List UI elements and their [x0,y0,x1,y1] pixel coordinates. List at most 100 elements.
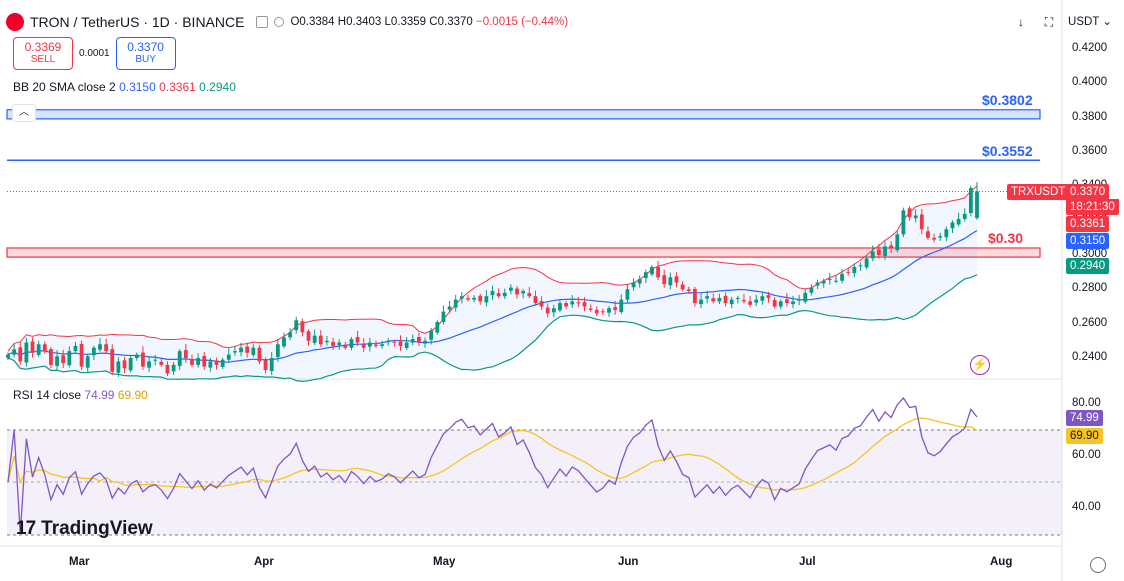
candle-body [515,288,519,295]
symbol-title[interactable]: TRON / TetherUS · 1D · BINANCE [30,14,245,30]
candle-body [502,292,507,297]
spread-value: 0.0001 [79,48,110,59]
candle-body [435,321,440,333]
candle-body [588,308,593,310]
bb-basis-tag: 0.3150 [1066,233,1110,249]
candle-body [674,276,679,283]
candle-body [153,359,158,361]
candle-body [625,289,630,300]
candle-body [650,267,654,275]
rsi-ma-tag: 69.90 [1066,428,1103,444]
candle-body [760,296,765,301]
sell-button[interactable]: 0.3369 SELL [13,37,73,70]
candle-body [417,337,421,343]
fullscreen-button[interactable]: ⛶ [1038,11,1060,33]
candle-body [447,306,452,310]
fullscreen-icon: ⛶ [1044,15,1054,29]
more-icon[interactable] [274,17,285,27]
bb-legend[interactable]: BB 20 SMA close 2 0.3150 0.3361 0.2940 [13,80,236,94]
candle-body [742,299,746,302]
candle-body [864,258,869,268]
currency-select[interactable]: USDT ⌄ [1066,11,1114,33]
candle-body [962,213,967,219]
candle-body [30,341,35,353]
candle-body [177,351,182,366]
candle-body [257,347,262,362]
candle-body [926,231,930,238]
candle-body [619,299,624,312]
candle-body [159,361,164,365]
candle-body [582,302,587,307]
collapse-legend-button[interactable]: ︿ [12,104,36,122]
lightning-icon[interactable]: ⚡ [970,355,990,375]
download-button[interactable]: ↓ [1010,11,1032,33]
settings-gear-icon[interactable] [1090,557,1106,573]
tradingview-mark-icon: 17 [16,518,36,539]
chart-header: TRON / TetherUS · 1D · BINANCE O0.3384 H… [6,11,568,33]
sell-label: SELL [30,54,56,66]
candle-body [686,289,691,292]
candle-body [600,311,605,313]
candle-body [343,344,348,348]
candle-body [233,351,237,353]
candle-body [692,288,697,304]
candle-body [889,245,894,249]
candle-body [36,344,41,355]
price-tick-label: 0.3800 [1072,110,1108,123]
candle-body [245,346,250,353]
candle-body [827,279,832,281]
candle-body [183,350,188,358]
candle-body [294,320,299,331]
candle-body [944,229,949,238]
candle-body [852,267,857,274]
candle-body [778,301,783,307]
candle-body [858,265,863,267]
ohlc-readout: O0.3384 H0.3403 L0.3359 C0.3370 −0.0015 … [290,16,569,28]
time-tick-label: Jun [618,556,639,568]
rsi-legend-ma: 69.90 [117,388,148,402]
candle-body [950,222,955,229]
candle-body [564,303,568,307]
change-value: −0.0015 (−0.44%) [476,16,569,28]
candle-body [613,307,618,310]
candle-body [42,344,47,352]
candle-body [594,309,599,314]
buy-label: BUY [135,54,156,66]
candle-body [404,342,409,349]
time-tick-label: May [433,556,456,568]
candle-body [134,354,139,358]
settings-icon[interactable] [256,16,269,28]
candle-body [306,331,311,341]
bb-legend-lower: 0.2940 [199,80,236,94]
candle-body [766,295,771,298]
candle-body [104,344,109,352]
trade-panel: 0.3369 SELL 0.0001 0.3370 BUY [13,37,176,70]
candle-body [527,293,532,297]
level-label-2: $0.3552 [982,143,1033,159]
candle-body [318,335,323,345]
candle-body [472,297,477,300]
candle-body [6,354,10,358]
candle-body [846,271,851,273]
candle-body [901,210,906,235]
candle-body [374,344,378,346]
rsi-tick-label: 80.00 [1072,397,1101,409]
rsi-legend-name: RSI 14 close [13,388,82,402]
candle-body [797,299,802,301]
rsi-legend[interactable]: RSI 14 close 74.99 69.90 [13,388,148,402]
rsi-tick-label: 60.00 [1072,449,1101,461]
candle-body [968,188,973,213]
candle-body [975,191,979,219]
candle-body [367,342,372,347]
candle-body [883,246,887,257]
candle-body [466,298,470,300]
rsi-ma-line [7,417,978,491]
buy-price: 0.3370 [127,40,164,54]
tron-logo-icon [6,13,24,31]
candle-body [355,337,360,343]
tradingview-wordmark: TradingView [41,518,153,539]
candle-body [331,341,335,346]
buy-button[interactable]: 0.3370 BUY [115,37,176,70]
candle-body [196,358,201,365]
